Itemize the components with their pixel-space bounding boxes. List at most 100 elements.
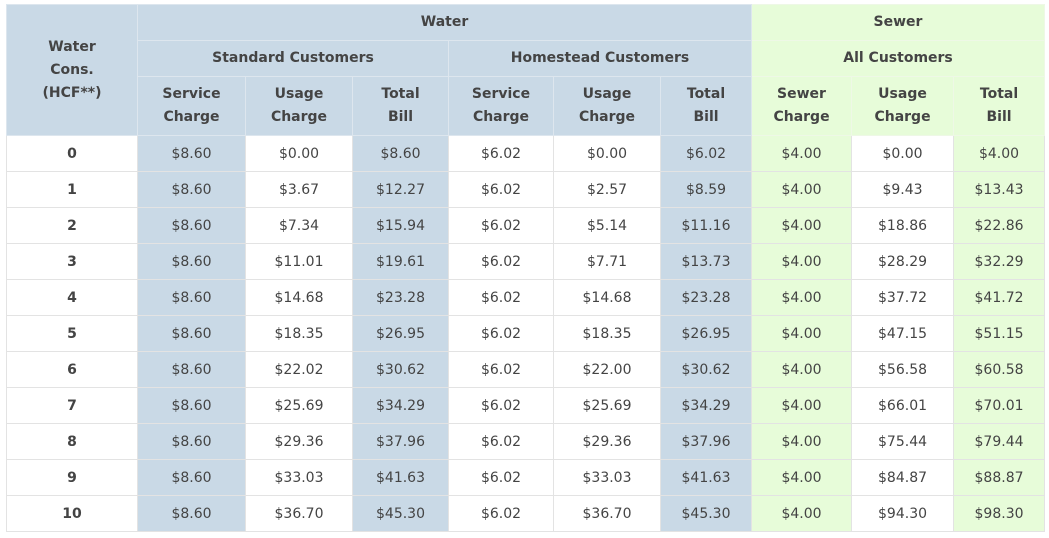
homestead-usage-charge-cell: $7.71 bbox=[553, 243, 661, 280]
standard-total-bill-cell: $8.60 bbox=[352, 135, 449, 172]
water-group-header: Water bbox=[136, 4, 753, 41]
homestead-total-bill-cell: $13.73 bbox=[659, 243, 753, 280]
standard-total-bill-cell: $30.62 bbox=[352, 351, 449, 388]
homestead-customers-header: Homestead Customers bbox=[447, 40, 753, 77]
column-header-line: Charge bbox=[773, 109, 830, 125]
rates-table: Water Cons. (HCF**) Water Sewer Standard… bbox=[6, 4, 1046, 532]
homestead-service-charge-cell: $6.02 bbox=[448, 315, 554, 352]
column-header-line: Bill bbox=[693, 109, 719, 125]
homestead-total-bill-cell: $34.29 bbox=[659, 387, 753, 424]
standard-usage-charge-header: Usage Charge bbox=[245, 76, 353, 136]
table-row: 9 $8.60 $33.03 $41.63 $6.02 $33.03 $41.63 $4.00… bbox=[6, 459, 1046, 496]
sewer-total-bill-cell: $41.72 bbox=[953, 279, 1046, 316]
column-header-line: Total bbox=[979, 86, 1019, 102]
homestead-service-charge-cell: $6.02 bbox=[448, 207, 554, 244]
homestead-service-charge-cell: $6.02 bbox=[448, 135, 554, 172]
water-cons-cell: 10 bbox=[6, 495, 138, 532]
homestead-service-charge-cell: $6.02 bbox=[448, 423, 554, 460]
cons-header-line: Water bbox=[48, 38, 96, 55]
table-row: 8 $8.60 $29.36 $37.96 $6.02 $29.36 $37.96 $4.00… bbox=[6, 423, 1046, 460]
standard-service-charge-cell: $8.60 bbox=[137, 207, 246, 244]
homestead-total-bill-cell: $11.16 bbox=[659, 207, 753, 244]
homestead-service-charge-cell: $6.02 bbox=[448, 387, 554, 424]
sewer-total-bill-cell: $88.87 bbox=[953, 459, 1046, 496]
column-header-line: Service bbox=[471, 86, 531, 102]
sewer-total-bill-cell: $22.86 bbox=[953, 207, 1046, 244]
homestead-usage-charge-cell: $22.00 bbox=[553, 351, 661, 388]
water-cons-header: Water Cons. (HCF**) bbox=[6, 4, 138, 136]
sewer-usage-charge-cell: $18.86 bbox=[851, 207, 955, 244]
homestead-service-charge-cell: $6.02 bbox=[448, 495, 554, 532]
homestead-total-bill-cell: $26.95 bbox=[659, 315, 753, 352]
standard-usage-charge-cell: $11.01 bbox=[245, 243, 353, 280]
water-cons-cell: 4 bbox=[6, 279, 138, 316]
sewer-total-bill-cell: $60.58 bbox=[953, 351, 1046, 388]
sewer-charge-cell: $4.00 bbox=[751, 315, 853, 352]
standard-usage-charge-cell: $0.00 bbox=[245, 135, 353, 172]
sewer-total-bill-cell: $79.44 bbox=[953, 423, 1046, 460]
table-row: 6 $8.60 $22.02 $30.62 $6.02 $22.00 $30.62 $4.00… bbox=[6, 351, 1046, 388]
standard-service-charge-header: Service Charge bbox=[137, 76, 246, 136]
table-header: Water Cons. (HCF**) Water Sewer Standard… bbox=[6, 4, 1046, 136]
homestead-usage-charge-header: Usage Charge bbox=[553, 76, 661, 136]
standard-service-charge-cell: $8.60 bbox=[137, 135, 246, 172]
table-row: 5 $8.60 $18.35 $26.95 $6.02 $18.35 $26.95 $4.00… bbox=[6, 315, 1046, 352]
homestead-total-bill-cell: $45.30 bbox=[659, 495, 753, 532]
homestead-total-bill-cell: $8.59 bbox=[659, 171, 753, 208]
standard-usage-charge-cell: $7.34 bbox=[245, 207, 353, 244]
sewer-usage-charge-cell: $9.43 bbox=[851, 171, 955, 208]
standard-total-bill-cell: $12.27 bbox=[352, 171, 449, 208]
homestead-usage-charge-cell: $5.14 bbox=[553, 207, 661, 244]
standard-service-charge-cell: $8.60 bbox=[137, 171, 246, 208]
sewer-total-bill-header: Total Bill bbox=[953, 76, 1046, 136]
table-row: 4 $8.60 $14.68 $23.28 $6.02 $14.68 $23.28 $4.00… bbox=[6, 279, 1046, 316]
standard-usage-charge-cell: $22.02 bbox=[245, 351, 353, 388]
cons-header-line: (HCF**) bbox=[42, 84, 102, 101]
homestead-usage-charge-cell: $0.00 bbox=[553, 135, 661, 172]
sewer-usage-charge-cell: $56.58 bbox=[851, 351, 955, 388]
homestead-total-bill-cell: $30.62 bbox=[659, 351, 753, 388]
water-cons-cell: 2 bbox=[6, 207, 138, 244]
homestead-total-bill-header: Total Bill bbox=[659, 76, 753, 136]
table-row: 1 $8.60 $3.67 $12.27 $6.02 $2.57 $8.59 $4.00 $9.… bbox=[6, 171, 1046, 208]
sewer-total-bill-cell: $32.29 bbox=[953, 243, 1046, 280]
homestead-service-charge-cell: $6.02 bbox=[448, 279, 554, 316]
column-header-line: Usage bbox=[274, 86, 324, 102]
standard-service-charge-cell: $8.60 bbox=[137, 243, 246, 280]
standard-service-charge-cell: $8.60 bbox=[137, 315, 246, 352]
standard-usage-charge-cell: $36.70 bbox=[245, 495, 353, 532]
homestead-usage-charge-cell: $2.57 bbox=[553, 171, 661, 208]
table-row: 2 $8.60 $7.34 $15.94 $6.02 $5.14 $11.16 $4.00 $1… bbox=[6, 207, 1046, 244]
column-header-line: Charge bbox=[270, 109, 328, 125]
sewer-charge-cell: $4.00 bbox=[751, 423, 853, 460]
standard-usage-charge-cell: $29.36 bbox=[245, 423, 353, 460]
standard-total-bill-cell: $23.28 bbox=[352, 279, 449, 316]
water-cons-cell: 6 bbox=[6, 351, 138, 388]
water-cons-cell: 5 bbox=[6, 315, 138, 352]
sewer-charge-cell: $4.00 bbox=[751, 279, 853, 316]
water-cons-cell: 7 bbox=[6, 387, 138, 424]
standard-total-bill-cell: $34.29 bbox=[352, 387, 449, 424]
standard-total-bill-cell: $15.94 bbox=[352, 207, 449, 244]
homestead-total-bill-cell: $6.02 bbox=[659, 135, 753, 172]
sewer-usage-charge-cell: $0.00 bbox=[851, 135, 955, 172]
homestead-usage-charge-cell: $18.35 bbox=[553, 315, 661, 352]
table-row: 3 $8.60 $11.01 $19.61 $6.02 $7.71 $13.73 $4.00 $… bbox=[6, 243, 1046, 280]
all-customers-header: All Customers bbox=[751, 40, 1046, 77]
water-cons-cell: 3 bbox=[6, 243, 138, 280]
sewer-charge-cell: $4.00 bbox=[751, 495, 853, 532]
column-header-line: Charge bbox=[874, 109, 931, 125]
sewer-usage-charge-cell: $75.44 bbox=[851, 423, 955, 460]
homestead-usage-charge-cell: $25.69 bbox=[553, 387, 661, 424]
homestead-service-charge-cell: $6.02 bbox=[448, 171, 554, 208]
standard-service-charge-cell: $8.60 bbox=[137, 423, 246, 460]
homestead-usage-charge-cell: $29.36 bbox=[553, 423, 661, 460]
column-header-line: Charge bbox=[578, 109, 636, 125]
table-body: 0 $8.60 $0.00 $8.60 $6.02 $0.00 $6.02 $4.00 $0.0… bbox=[6, 135, 1046, 532]
standard-total-bill-cell: $37.96 bbox=[352, 423, 449, 460]
sewer-total-bill-cell: $70.01 bbox=[953, 387, 1046, 424]
cons-header-line: Cons. bbox=[50, 61, 94, 78]
column-header-line: Charge bbox=[472, 109, 530, 125]
column-header-line: Usage bbox=[878, 86, 927, 102]
homestead-service-charge-cell: $6.02 bbox=[448, 243, 554, 280]
